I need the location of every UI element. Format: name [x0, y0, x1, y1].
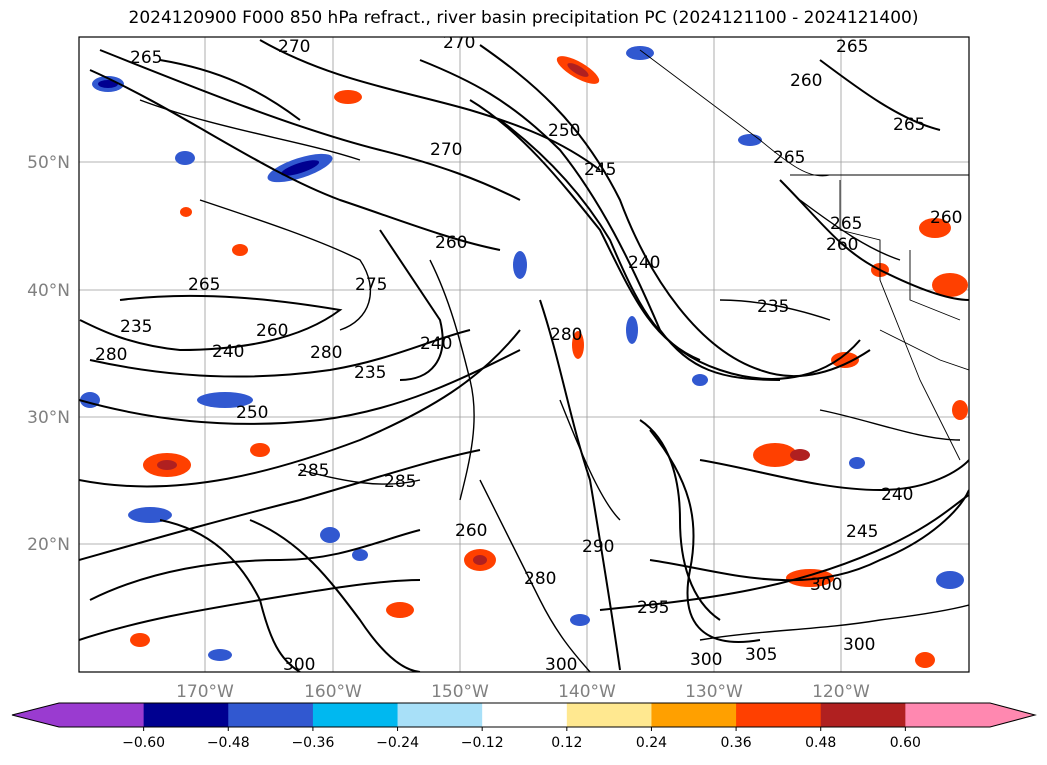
plot-title: 2024120900 F000 850 hPa refract., river … — [128, 8, 919, 28]
colorbar: −0.60 −0.48 −0.36 −0.24 −0.12 0.12 0.24 0.36 0.4… — [11, 702, 1037, 751]
contour-label: 260 — [930, 208, 962, 228]
contour-label: 280 — [310, 343, 342, 363]
contour-label: 270 — [430, 140, 462, 160]
colorbar-segment — [820, 703, 906, 727]
contour-label: 265 — [893, 115, 925, 135]
colorbar-segment — [312, 703, 399, 727]
contour-label: 280 — [524, 569, 556, 589]
contour-label: 265 — [836, 37, 868, 57]
colorbar-segment — [228, 703, 314, 727]
colorbar-tick-label: 0.24 — [636, 735, 667, 751]
graticule — [79, 37, 969, 672]
lon-label: 120°W — [812, 682, 870, 702]
colorbar-outline — [11, 702, 1037, 728]
lon-label: 130°W — [685, 682, 743, 702]
colorbar-segment — [482, 703, 568, 727]
latitude-labels: 50°N 40°N 30°N 20°N — [27, 153, 70, 555]
colorbar-tick-label: −0.60 — [122, 735, 165, 751]
lon-label: 170°W — [176, 682, 234, 702]
colorbar-segment — [59, 703, 145, 727]
contour-label: 260 — [256, 321, 288, 341]
colorbar-ticks: −0.60 −0.48 −0.36 −0.24 −0.12 0.12 0.24 0.36 0.4… — [122, 727, 921, 751]
lon-label: 150°W — [431, 682, 489, 702]
longitude-labels: 170°W 160°W 150°W 140°W 130°W 120°W — [176, 682, 870, 702]
colorbar-tick-label: 0.48 — [805, 735, 836, 751]
contour-label: 300 — [545, 655, 577, 675]
contour-label: 280 — [550, 325, 582, 345]
colorbar-extend-right — [990, 703, 1035, 727]
contour-label: 240 — [628, 253, 660, 273]
colorbar-tick-label: −0.24 — [376, 735, 419, 751]
colorbar-tick-label: 0.12 — [551, 735, 582, 751]
contour-label: 300 — [843, 635, 875, 655]
contour-label: 270 — [278, 37, 310, 57]
contour-label: 245 — [846, 522, 878, 542]
colorbar-segment — [397, 703, 483, 727]
colorbar-segment — [736, 703, 822, 727]
colorbar-tick-label: 0.36 — [721, 735, 752, 751]
contour-label: 260 — [455, 521, 487, 541]
contour-label: 240 — [881, 485, 913, 505]
contour-label: 285 — [384, 472, 416, 492]
contour-label: 290 — [582, 537, 614, 557]
coastline — [639, 49, 969, 461]
colorbar-tick-label: −0.36 — [291, 735, 334, 751]
contour-label: 260 — [826, 235, 858, 255]
contour-label: 265 — [773, 148, 805, 168]
lon-label: 140°W — [558, 682, 616, 702]
lat-label: 30°N — [27, 408, 70, 428]
contour-label: 265 — [830, 214, 862, 234]
lon-label: 160°W — [304, 682, 362, 702]
contour-label: 240 — [212, 342, 244, 362]
contour-label: 235 — [757, 297, 789, 317]
contour-label: 265 — [130, 48, 162, 68]
contour-label: 300 — [810, 575, 842, 595]
colorbar-tick-label: 0.60 — [890, 735, 921, 751]
colorbar-segment — [905, 703, 991, 727]
contour-label: 275 — [355, 275, 387, 295]
colorbar-segment — [143, 703, 229, 727]
contour-label-group: 265 270 270 265 260 265 265 250 245 270 … — [95, 33, 962, 675]
contour-label: 295 — [637, 598, 669, 618]
contour-label: 260 — [435, 233, 467, 253]
map-content: 265 270 270 265 260 265 265 250 245 270 … — [79, 33, 969, 675]
lat-label: 40°N — [27, 281, 70, 301]
contour-label: 250 — [548, 121, 580, 141]
colorbar-segment — [566, 703, 652, 727]
colorbar-tick-label: −0.12 — [461, 735, 504, 751]
contour-label: 305 — [745, 645, 777, 665]
contour-label: 250 — [236, 403, 268, 423]
refractivity-contours — [79, 39, 969, 672]
contour-label: 300 — [283, 655, 315, 675]
contour-label: 235 — [120, 317, 152, 337]
colorbar-segment — [651, 703, 737, 727]
contour-label: 245 — [584, 160, 616, 180]
refractivity-contours-thin — [139, 99, 969, 672]
contour-label: 285 — [297, 461, 329, 481]
colorbar-extend-left — [12, 703, 59, 727]
contour-label: 260 — [790, 71, 822, 91]
lat-label: 50°N — [27, 153, 70, 173]
colorbar-tick-label: −0.48 — [207, 735, 250, 751]
contour-label: 240 — [420, 334, 452, 354]
contour-label: 300 — [690, 650, 722, 670]
contour-label: 265 — [188, 275, 220, 295]
contour-label: 270 — [443, 33, 475, 53]
contour-label: 235 — [354, 363, 386, 383]
colorbar-segments — [59, 703, 991, 727]
precip-shading — [80, 46, 968, 668]
lat-label: 20°N — [27, 535, 70, 555]
map-frame — [78, 36, 970, 673]
contour-label: 280 — [95, 345, 127, 365]
